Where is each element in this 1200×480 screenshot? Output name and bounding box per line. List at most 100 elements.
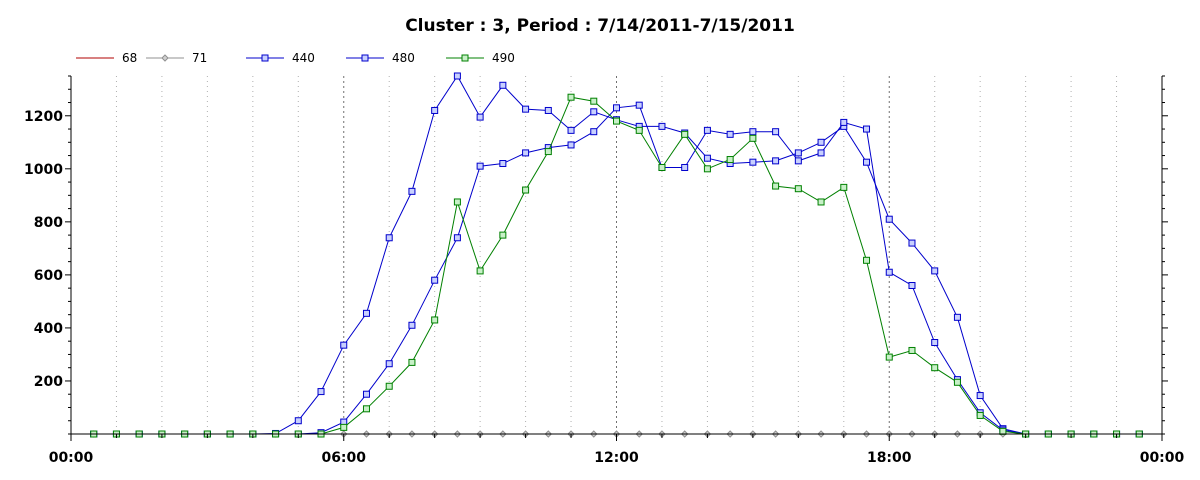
legend-marker: [261, 54, 269, 62]
x-tick-label: 06:00: [321, 450, 366, 466]
data-point-440: [885, 215, 893, 223]
data-point-440: [749, 158, 757, 166]
legend-label: 440: [292, 51, 315, 65]
data-point-480: [817, 149, 825, 157]
data-point-440: [976, 392, 984, 400]
data-point-490: [794, 185, 802, 193]
data-point-480: [431, 276, 439, 284]
data-point-440: [703, 154, 711, 162]
data-point-480: [499, 160, 507, 168]
legend-label: 68: [122, 51, 137, 65]
data-point-480: [453, 234, 461, 242]
data-point-480: [385, 360, 393, 368]
data-point-440: [931, 267, 939, 275]
data-point-480: [362, 390, 370, 398]
data-point-490: [431, 316, 439, 324]
series-line-480: [93, 104, 1140, 435]
legend-label: 490: [492, 51, 515, 65]
data-point-440: [817, 138, 825, 146]
data-point-490: [590, 97, 598, 105]
data-point-440: [953, 313, 961, 321]
x-tick-label: 12:00: [594, 450, 639, 466]
data-point-490: [931, 364, 939, 372]
data-point-440: [340, 341, 348, 349]
data-point-440: [453, 72, 461, 80]
data-point-490: [567, 93, 575, 101]
data-point-480: [613, 104, 620, 112]
data-point-440: [499, 81, 507, 89]
chart-title: Cluster : 3, Period : 7/14/2011-7/15/201…: [405, 16, 795, 36]
data-point-440: [772, 157, 780, 165]
data-point-480: [840, 118, 848, 126]
data-point-440: [294, 417, 302, 425]
data-point-480: [863, 125, 871, 133]
y-tick-label: 1200: [24, 109, 63, 125]
data-point-490: [385, 382, 393, 390]
grid: [115, 76, 1118, 434]
data-point-480: [681, 163, 689, 171]
y-tick-label: 200: [34, 374, 63, 390]
legend-item-71: 71: [146, 51, 207, 65]
legend-marker: [461, 54, 469, 62]
data-point-440: [567, 126, 575, 134]
y-tick-label: 1000: [24, 162, 63, 178]
x-tick-label: 18:00: [867, 450, 912, 466]
data-point-440: [863, 158, 871, 166]
data-point-480: [931, 339, 939, 347]
legend-item-440: 440: [246, 51, 315, 65]
data-point-480: [908, 281, 916, 289]
legend-label: 71: [192, 51, 207, 65]
data-point-440: [385, 234, 393, 242]
data-point-490: [544, 148, 552, 156]
y-tick-label: 800: [34, 215, 63, 231]
legend-marker: [161, 54, 169, 62]
data-point-440: [590, 108, 598, 116]
data-point-490: [840, 183, 848, 191]
data-point-440: [408, 187, 416, 195]
data-point-490: [863, 256, 871, 264]
legend-item-480: 480: [346, 51, 415, 65]
data-point-490: [340, 423, 348, 431]
data-point-490: [408, 358, 416, 366]
series-490: [90, 93, 1143, 438]
data-point-480: [703, 126, 711, 134]
data-point-490: [908, 346, 916, 354]
data-point-490: [885, 353, 893, 361]
y-tick-label: 400: [34, 321, 63, 337]
data-point-480: [590, 128, 598, 136]
data-point-490: [499, 231, 507, 239]
data-point-440: [476, 113, 484, 121]
data-point-480: [885, 268, 893, 276]
data-point-490: [772, 182, 780, 190]
data-point-480: [794, 157, 802, 165]
data-point-480: [635, 101, 643, 109]
data-point-490: [613, 117, 620, 125]
axes: 200 400 600 800 1000 1200 00:00 06:00 12:00 18:00…: [24, 75, 1185, 466]
data-point-440: [431, 106, 439, 114]
data-point-440: [544, 106, 552, 114]
data-point-490: [976, 411, 984, 419]
legend: 68 71 440 480 490: [76, 51, 515, 65]
data-point-490: [522, 186, 530, 194]
data-point-480: [567, 141, 575, 149]
data-point-480: [726, 130, 734, 138]
data-point-490: [453, 198, 461, 206]
data-point-490: [703, 165, 711, 173]
data-point-490: [999, 427, 1007, 435]
data-point-480: [522, 149, 530, 157]
data-point-440: [362, 309, 370, 317]
y-tick-label: 600: [34, 268, 63, 284]
legend-item-68: 68: [76, 51, 137, 65]
legend-marker: [361, 54, 369, 62]
data-point-440: [522, 105, 530, 113]
data-point-490: [658, 163, 666, 171]
data-point-480: [772, 128, 780, 136]
data-point-440: [658, 122, 666, 130]
data-point-490: [726, 156, 734, 164]
data-point-490: [476, 267, 484, 275]
data-point-490: [953, 378, 961, 386]
data-point-490: [749, 134, 757, 142]
x-tick-label: 00:00: [1140, 450, 1185, 466]
data-point-490: [817, 198, 825, 206]
